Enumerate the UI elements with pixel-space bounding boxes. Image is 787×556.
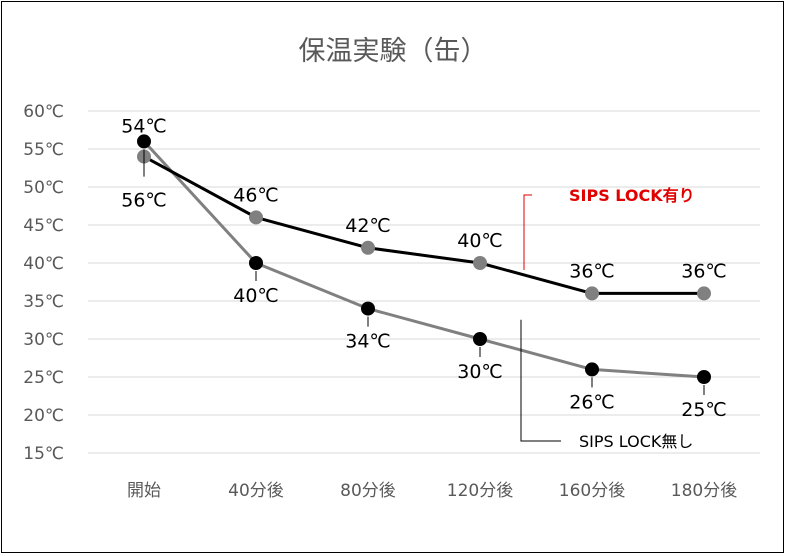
y-tick-label: 45℃ [23, 216, 64, 236]
data-label-with-lock: 42℃ [345, 215, 391, 237]
callout-leader-with-lock [523, 194, 532, 270]
marker-without-lock [473, 332, 487, 346]
x-tick-label: 開始 [127, 481, 161, 501]
y-tick-label: 50℃ [23, 178, 64, 198]
marker-without-lock [249, 256, 263, 270]
marker-without-lock [697, 370, 711, 384]
marker-with-lock [473, 256, 487, 270]
marker-with-lock [249, 210, 263, 225]
y-tick-label: 30℃ [23, 330, 64, 350]
y-tick-label: 15℃ [23, 444, 64, 464]
data-label-without-lock: 30℃ [457, 361, 503, 383]
y-tick-label: 60℃ [23, 102, 64, 122]
y-tick-label: 55℃ [23, 140, 64, 160]
data-label-with-lock: 40℃ [457, 230, 503, 252]
x-tick-label: 180分後 [671, 481, 737, 501]
x-tick-label: 80分後 [340, 481, 396, 501]
series-line-without-lock [142, 140, 705, 379]
series-markers [137, 134, 711, 384]
series-callouts: SIPS LOCK有り SIPS LOCK無し [143, 149, 705, 451]
data-label-without-lock: 34℃ [345, 331, 391, 353]
data-label-without-lock: 40℃ [233, 285, 279, 307]
data-label-with-lock: 36℃ [569, 260, 615, 282]
series-line-with-lock [143, 155, 704, 295]
marker-with-lock [697, 286, 711, 301]
chart-title: 保温実験（缶） [299, 36, 488, 67]
x-tick-label: 120分後 [447, 481, 513, 501]
data-label-without-lock: 56℃ [121, 190, 167, 212]
data-label-with-lock: 46℃ [233, 184, 279, 206]
data-label-without-lock: 25℃ [681, 399, 727, 421]
series-name-without-lock: SIPS LOCK無し [579, 432, 693, 451]
marker-with-lock [585, 286, 599, 301]
series-lines [142, 140, 705, 379]
y-tick-label: 20℃ [23, 406, 64, 426]
data-label-without-lock: 26℃ [569, 391, 615, 413]
x-axis-ticks: 開始 40分後 80分後 120分後 160分後 180分後 [127, 481, 737, 501]
x-tick-label: 160分後 [559, 481, 625, 501]
data-label-with-lock: 54℃ [121, 115, 167, 137]
y-tick-label: 35℃ [23, 292, 64, 312]
data-label-with-lock: 36℃ [681, 260, 727, 282]
gridlines [88, 110, 760, 454]
y-tick-label: 25℃ [23, 368, 64, 388]
series-name-with-lock: SIPS LOCK有り [569, 186, 695, 205]
callout-leader-without-lock [520, 319, 561, 442]
marker-without-lock [361, 301, 375, 316]
marker-without-lock [585, 362, 599, 377]
y-tick-label: 40℃ [23, 254, 64, 274]
marker-with-lock [361, 240, 375, 255]
marker-without-lock [137, 134, 151, 149]
y-axis-ticks: 15℃ 20℃ 25℃ 30℃ 35℃ 40℃ 45℃ 50℃ 55℃ 60℃ [23, 102, 64, 464]
x-tick-label: 40分後 [228, 481, 284, 501]
data-labels: 54℃ 46℃ 42℃ 40℃ 36℃ 36℃ 56℃ 40℃ 34℃ 30℃ 26℃ 25℃ [121, 115, 727, 421]
